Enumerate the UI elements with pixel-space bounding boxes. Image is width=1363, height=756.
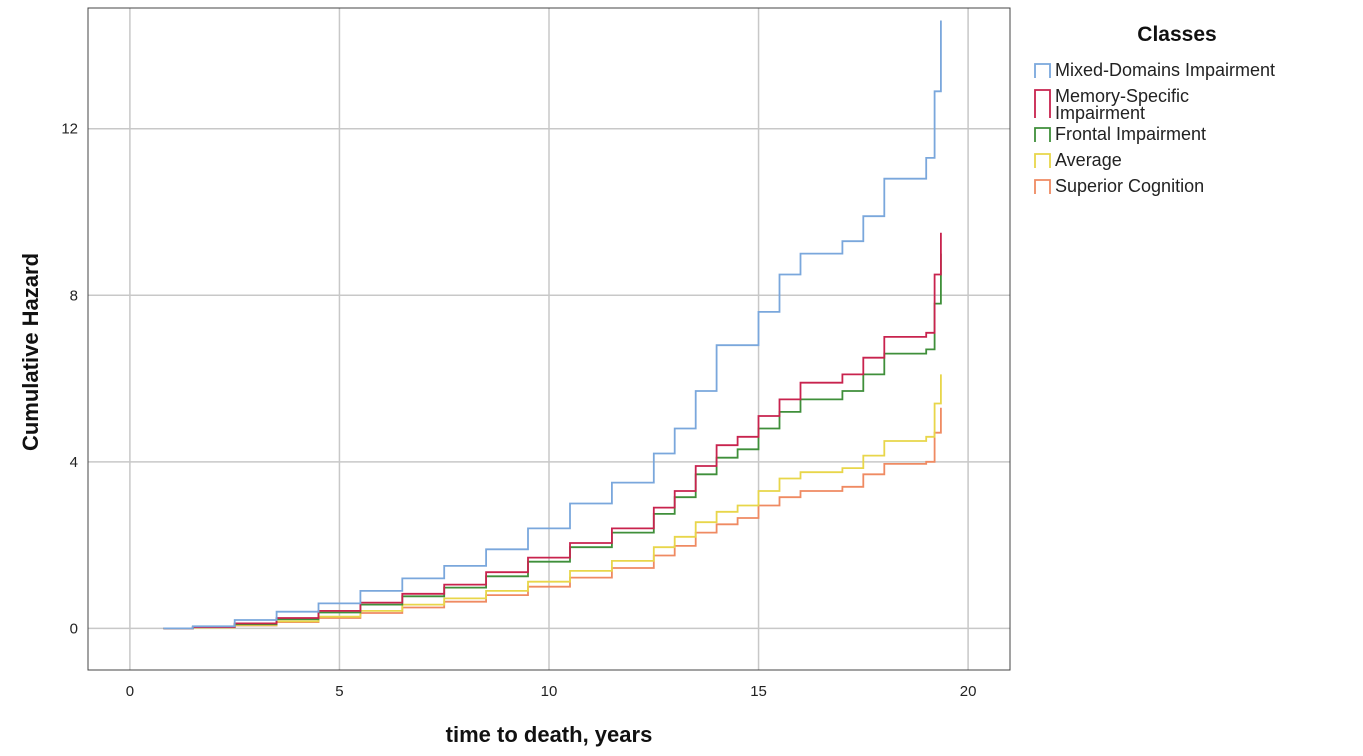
legend-title: Classes	[1137, 23, 1216, 46]
gridlines	[88, 8, 1010, 670]
y-tick-labels: 0 4 8 12	[61, 121, 78, 638]
legend-label-frontal-impairment: Frontal Impairment	[1055, 124, 1206, 144]
x-axis-title: time to death, years	[446, 722, 653, 747]
legend-swatch-average	[1034, 153, 1051, 168]
legend-label-superior-cognition: Superior Cognition	[1055, 176, 1204, 196]
series-line-superior-cognition	[163, 407, 942, 630]
legend-swatch-frontal-impairment	[1034, 127, 1051, 142]
legend-label-average: Average	[1055, 150, 1122, 170]
x-tick-label: 5	[335, 683, 343, 700]
y-tick-label: 8	[70, 287, 78, 304]
x-tick-label: 15	[750, 683, 767, 700]
legend-swatch-superior-cognition	[1034, 179, 1051, 194]
y-tick-label: 4	[70, 454, 78, 471]
series-line-memory-specific-impairment	[163, 232, 942, 630]
x-tick-label: 20	[960, 683, 977, 700]
y-axis-title: Cumulative Hazard	[18, 253, 43, 451]
series-line-mixed-domains-impairment	[163, 20, 942, 630]
plot-frame	[87, 7, 1011, 671]
legend-label-memory-specific-impairment: Memory-Specific Impairment	[1055, 86, 1189, 123]
legend-items: Mixed-Domains Impairment Memory-Specific I…	[1034, 60, 1275, 196]
legend: Classes Mixed-Domains Impairment Memory-S…	[1034, 23, 1275, 196]
legend-label-mixed-domains-impairment: Mixed-Domains Impairment	[1055, 60, 1275, 80]
x-tick-label: 0	[126, 683, 134, 700]
series-line-average	[163, 374, 942, 630]
series-lines	[163, 20, 942, 630]
x-tick-labels: 0 5 10 15 20	[126, 683, 977, 700]
y-tick-label: 12	[61, 121, 78, 138]
series-line-frontal-impairment	[163, 253, 942, 630]
legend-swatch-memory-specific-impairment	[1034, 89, 1051, 118]
y-tick-label: 0	[70, 620, 78, 637]
x-tick-label: 10	[541, 683, 558, 700]
legend-swatch-mixed-domains-impairment	[1034, 63, 1051, 78]
